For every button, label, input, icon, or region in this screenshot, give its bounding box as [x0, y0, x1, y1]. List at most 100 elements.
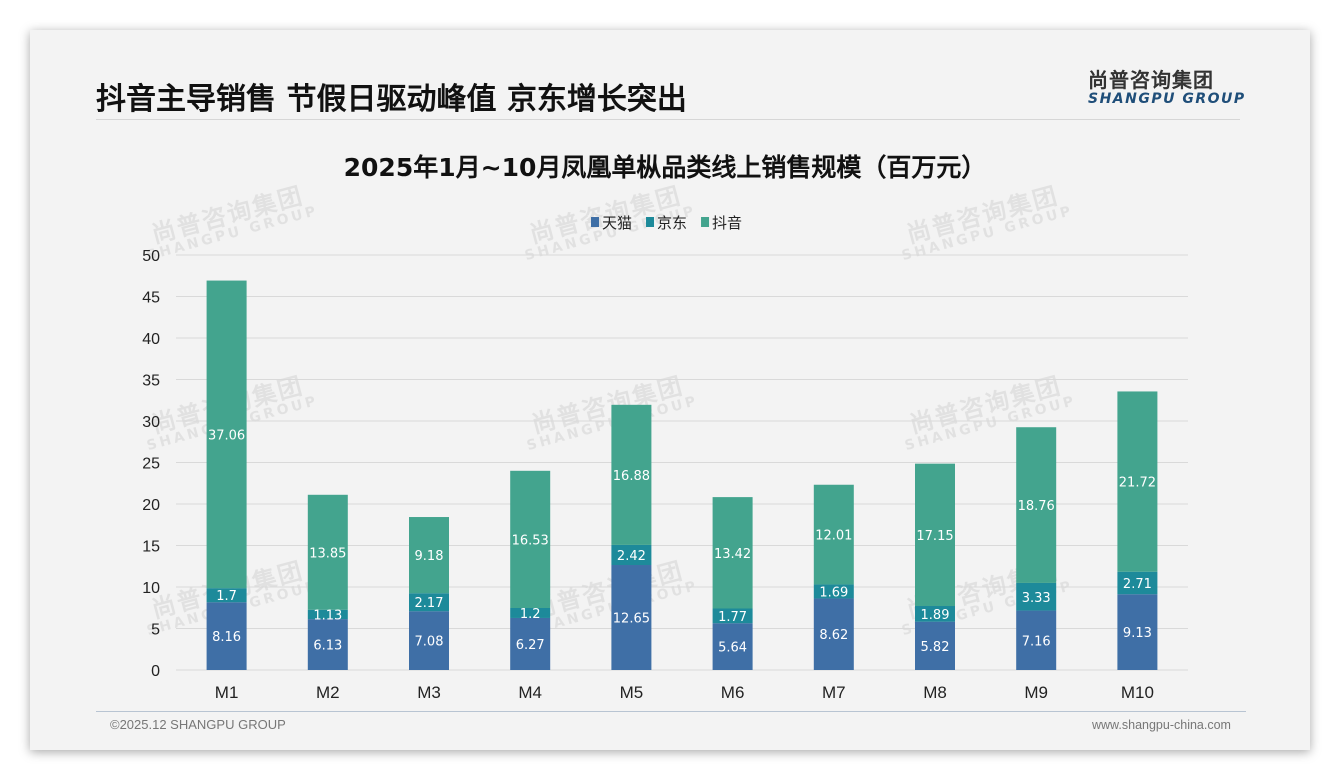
data-label: 37.06 [208, 428, 245, 443]
y-tick-label: 30 [142, 414, 160, 431]
footer-divider [96, 711, 1246, 712]
chart-title: 2025年1月~10月凤凰单枞品类线上销售规模（百万元） [344, 153, 987, 182]
y-tick-label: 35 [142, 373, 160, 390]
bars [206, 280, 1158, 670]
data-label: 6.13 [313, 639, 342, 654]
x-tick-label: M8 [923, 683, 947, 702]
header-divider [96, 119, 1240, 120]
legend-swatch [701, 217, 710, 227]
bar-segment [611, 404, 652, 545]
data-label: 2.71 [1123, 577, 1152, 592]
data-label: 16.88 [613, 469, 650, 484]
x-axis-ticks: M1 M2 M3 M4 M5 M6 M7 M8 M9 M10 [215, 683, 1154, 702]
data-label: 16.53 [512, 533, 549, 548]
data-label: 21.72 [1119, 476, 1156, 491]
bar-segment [712, 608, 753, 624]
data-label: 12.01 [815, 529, 852, 544]
legend-label: 天猫 [602, 214, 632, 232]
bar-segment [915, 606, 955, 622]
bar-segment [307, 494, 348, 610]
data-label: 7.16 [1022, 634, 1051, 649]
x-tick-label: M1 [215, 683, 239, 702]
bar-segment [307, 609, 348, 620]
bar-segment [206, 280, 247, 589]
data-label: 1.13 [313, 608, 342, 623]
y-axis-ticks: 0 5 10 15 20 25 30 35 40 45 50 [142, 248, 160, 680]
y-tick-label: 20 [142, 497, 160, 514]
y-tick-label: 50 [142, 248, 160, 265]
x-tick-label: M3 [417, 683, 441, 702]
legend-label: 抖音 [712, 214, 742, 232]
bar-segment [307, 619, 348, 670]
bar-segment [409, 611, 449, 670]
bar-segment [1117, 391, 1158, 572]
company-logo: 尚普咨询集团 SHANGPU GROUP [1088, 64, 1248, 107]
bar-segment [611, 544, 652, 566]
x-tick-label: M9 [1024, 683, 1048, 702]
data-label: 2.17 [415, 596, 444, 611]
logo-cn: 尚普咨询集团 [1088, 68, 1214, 92]
data-label: 1.89 [921, 608, 950, 623]
y-tick-label: 5 [151, 622, 160, 639]
bar-segment [915, 463, 955, 607]
x-tick-label: M10 [1121, 683, 1154, 702]
data-label: 5.64 [718, 641, 747, 656]
legend-swatch [646, 217, 655, 227]
data-labels: 8.16 1.7 37.06 6.13 1.13 13.85 7.08 2.17 9.18 6.2… [208, 428, 1156, 655]
legend-label: 京东 [657, 214, 687, 232]
y-tick-label: 40 [142, 331, 160, 348]
y-tick-label: 25 [142, 456, 160, 473]
data-label: 12.65 [613, 612, 650, 627]
x-tick-label: M2 [316, 683, 340, 702]
x-tick-label: M4 [518, 683, 542, 702]
data-label: 3.33 [1022, 591, 1051, 606]
bar-segment [915, 621, 955, 670]
legend-swatch [591, 217, 599, 227]
x-tick-label: M7 [822, 683, 846, 702]
y-tick-label: 45 [142, 290, 160, 307]
bar-segment [510, 470, 551, 608]
data-label: 1.69 [819, 585, 848, 600]
logo-en: SHANGPU GROUP [1088, 91, 1246, 107]
bar-segment [206, 602, 247, 670]
bar-segment [813, 584, 854, 599]
data-label: 7.08 [415, 635, 444, 650]
bar-segment [1117, 571, 1158, 595]
bar-segment [510, 617, 551, 670]
data-label: 9.18 [415, 549, 444, 564]
bar-segment [510, 607, 551, 618]
data-label: 5.82 [921, 640, 950, 655]
bar-segment [712, 623, 753, 670]
data-label: 1.77 [718, 610, 747, 625]
x-tick-label: M6 [721, 683, 745, 702]
data-label: 18.76 [1018, 499, 1055, 514]
data-label: 13.42 [714, 547, 751, 562]
footer-copyright: ©2025.12 SHANGPU GROUP [110, 717, 286, 732]
data-label: 8.16 [212, 630, 241, 645]
data-label: 6.27 [516, 638, 545, 653]
x-tick-label: M5 [620, 683, 644, 702]
data-label: 13.85 [309, 546, 346, 561]
bar-segment [1016, 427, 1057, 583]
data-label: 9.13 [1123, 626, 1152, 641]
data-label: 1.2 [520, 607, 541, 622]
y-tick-label: 0 [151, 663, 160, 680]
bar-segment [1016, 582, 1057, 611]
bar-segment [611, 565, 652, 670]
y-tick-label: 10 [142, 580, 160, 597]
bar-segment [409, 593, 449, 612]
bar-segment [409, 517, 449, 594]
bar-segment [1016, 610, 1057, 670]
bar-segment [206, 588, 247, 603]
bar-segment [813, 484, 854, 585]
legend: 天猫 京东 抖音 [591, 214, 742, 232]
data-label: 1.7 [216, 589, 237, 604]
data-label: 8.62 [819, 628, 848, 643]
bar-segment [712, 497, 753, 609]
bar-segment [1117, 594, 1158, 670]
headline: 抖音主导销售 节假日驱动峰值 京东增长突出 [96, 82, 687, 117]
y-tick-label: 15 [142, 539, 160, 556]
bar-segment [813, 598, 854, 670]
footer-website: www.shangpu-china.com [1092, 718, 1231, 732]
